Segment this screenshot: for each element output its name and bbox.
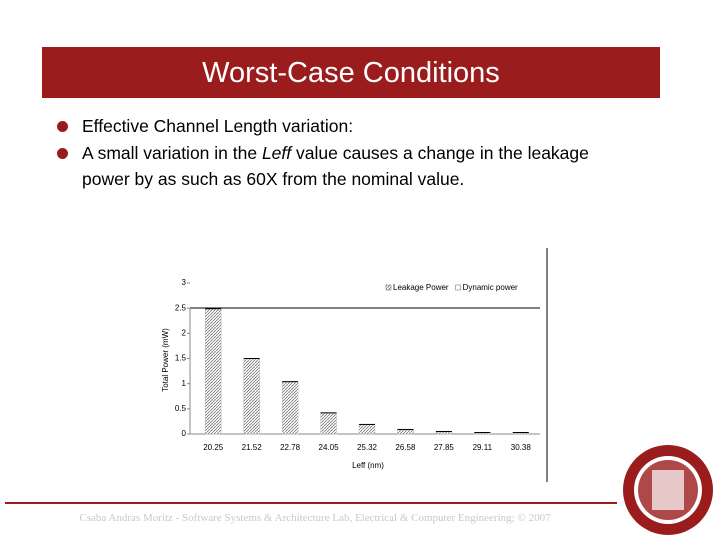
- x-tick-label: 21.52: [242, 443, 263, 452]
- y-tick-label: 1: [182, 379, 187, 388]
- legend-label: Leakage Power: [393, 283, 449, 292]
- footer-rule: [5, 502, 617, 504]
- x-tick-label: 24.05: [319, 443, 340, 452]
- x-axis-title: Leff (nm): [352, 461, 384, 470]
- seal: [623, 445, 713, 535]
- x-tick-label: 29.11: [473, 443, 493, 452]
- y-tick-label: 0.5: [175, 404, 187, 413]
- x-tick-label: 30.38: [511, 443, 532, 452]
- x-tick-label: 20.25: [203, 443, 224, 452]
- bar: [359, 423, 375, 425]
- legend-swatch: [385, 284, 392, 291]
- bar: [205, 308, 222, 310]
- y-tick-label: 1.5: [175, 354, 187, 363]
- y-tick-label: 0: [182, 429, 187, 438]
- y-tick-label: 3: [182, 278, 187, 287]
- footer: Csaba Andras Moritz - Software Systems &…: [79, 512, 551, 524]
- bar: [435, 430, 452, 432]
- bullet-text: Leff: [261, 143, 292, 163]
- bar: [243, 357, 260, 360]
- bar: [435, 431, 453, 435]
- legend-label: Dynamic power: [463, 283, 518, 292]
- x-tick-label: 25.32: [357, 443, 378, 452]
- bar: [320, 413, 337, 435]
- bar: [320, 412, 337, 414]
- bullet: A small variation in the Leff value caus…: [57, 140, 622, 192]
- bar: [397, 428, 414, 430]
- bar: [512, 431, 529, 433]
- y-axis-title: Total Power (mW): [161, 328, 170, 392]
- slide-title: Worst-Case Conditions: [42, 47, 660, 98]
- bar: [281, 381, 299, 435]
- x-tick-label: 22.78: [280, 443, 301, 452]
- bar: [204, 308, 222, 435]
- y-tick-label: 2.5: [175, 303, 187, 312]
- bullet-text: value causes a change in the leakage pow…: [82, 143, 589, 189]
- bar: [474, 432, 491, 435]
- bar: [243, 358, 260, 435]
- x-tick-label: 26.58: [395, 443, 416, 452]
- bullet: Effective Channel Length variation:: [57, 113, 622, 139]
- bar: [358, 424, 376, 435]
- x-tick-label: 27.85: [434, 443, 455, 452]
- bullet-text: A small variation in the: [82, 143, 262, 163]
- y-tick-label: 2: [182, 328, 187, 337]
- bar: [397, 429, 414, 435]
- bar: [474, 431, 491, 433]
- bar: [282, 381, 299, 383]
- legend-swatch: [455, 284, 461, 291]
- bar: [512, 432, 530, 435]
- bullet-text: Effective Channel Length variation:: [82, 116, 354, 136]
